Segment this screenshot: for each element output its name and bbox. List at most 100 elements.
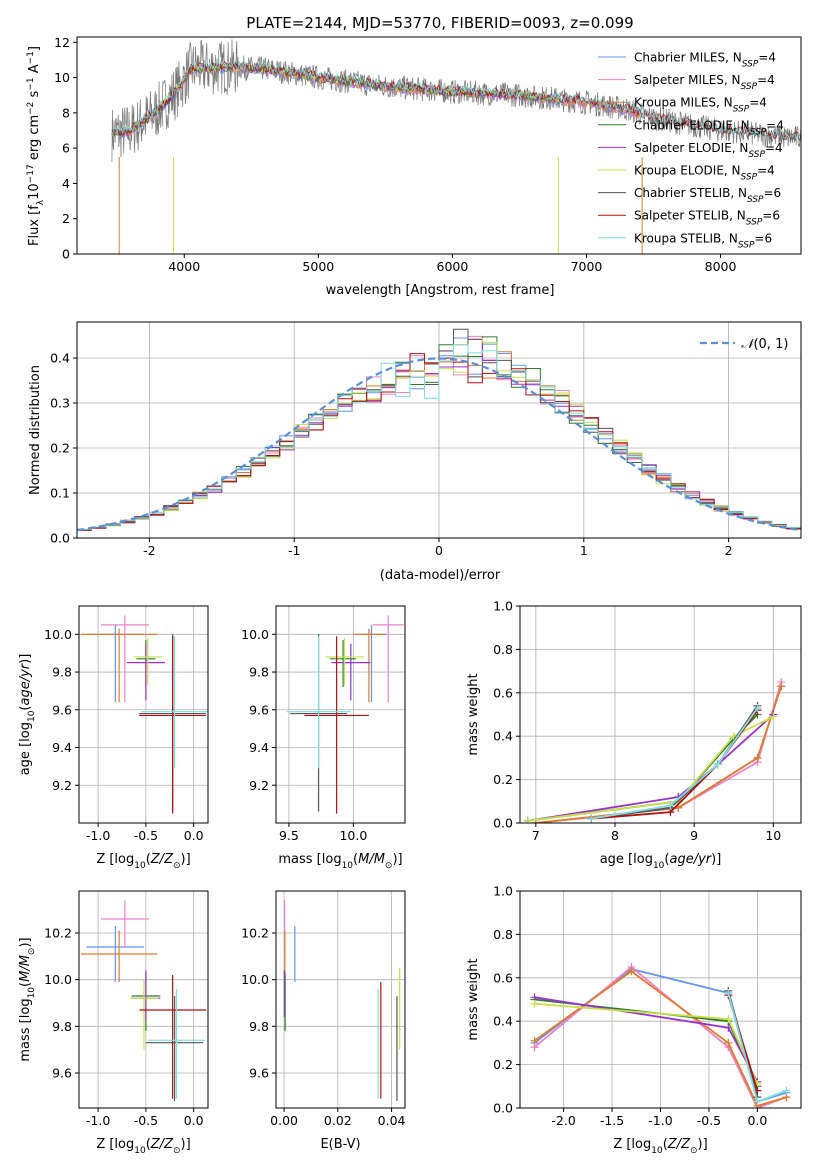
legend-label-normal: 𝒩(0, 1) [741,337,788,352]
x-axis-label-part: 10 [653,861,665,871]
x-axis-label: Z [log10(Z/Z⊙)] [613,1137,707,1156]
x-axis-label-part: Z/Z [150,852,174,867]
x-axis-label-part: ⊙ [385,861,393,871]
y-tick-label: 0.4 [493,729,513,744]
x-axis-label-part: )] [181,852,191,867]
data-point-kroupa-stelib [753,703,762,712]
x-tick-label: -1.5 [600,1113,624,1128]
x-tick-label: -1.0 [86,828,110,843]
x-tick-label: -1.0 [86,1113,110,1128]
legend-label-salpeter-elodie-part: SSP [748,150,765,160]
x-tick-label: 7000 [571,259,603,274]
panel-mass-weight-vs-Z: -2.0 -1.5 -1.0 -0.5 0.0 0.0 0.2 0.4 0.6 0.8 1.0 Z [… [466,884,802,1156]
y-axis-label-part: ⊙ [27,948,37,956]
x-axis-label: (data-model)/error [380,568,501,583]
axes-frame [275,890,406,1109]
x-tick-label: -1 [288,543,300,558]
y-tick-label: 9.6 [249,702,269,717]
figure-title: PLATE=2144, MJD=53770, FIBERID=0093, z=0… [246,14,633,32]
plot-area [77,328,801,532]
x-tick-label: 8 [611,828,619,843]
legend-label-chabrier-elodie-part: =4 [766,118,784,132]
y-tick-label: 0.8 [493,642,513,657]
legend-label-kroupa-stelib-part: =6 [754,231,772,245]
data-point-kroupa-elodie [769,712,778,721]
x-tick-label: 9.5 [279,828,299,843]
normal-curve [77,357,801,532]
x-axis-label: Z [log10(Z/Z⊙)] [96,852,190,871]
y-tick-label: 9.8 [249,665,269,680]
y-tick-label: 0.6 [493,685,513,700]
y-axis-label-part: s [27,90,42,101]
y-tick-label: 0.1 [50,486,70,501]
y-tick-label: 1.0 [493,599,513,614]
y-axis-label: Normed distribution [28,365,43,495]
legend-label-kroupa-miles-part: =4 [749,96,767,110]
x-tick-label: 0.0 [184,1113,204,1128]
x-tick-label: 7 [532,828,540,843]
x-axis-label-part: ⊙ [173,861,181,871]
x-axis-label: wavelength [Angstrom, rest frame] [326,283,555,298]
axes-frame [78,605,209,824]
y-axis-label-part: ( [18,982,33,987]
x-tick-label: 8000 [705,259,737,274]
y-axis-label-part: −17 [26,164,36,183]
x-tick-label: 10.0 [339,828,367,843]
y-tick-label: 0.2 [493,1057,513,1072]
x-tick-label: 1 [580,543,588,558]
plot-area [530,962,791,1108]
y-tick-label: 9.6 [52,1066,72,1081]
y-tick-label: 9.4 [249,740,269,755]
legend-label-kroupa-stelib-part: Kroupa STELIB, N [634,231,738,245]
y-tick-label: 0.8 [493,927,513,942]
y-axis-label-part: λ [36,199,46,205]
x-tick-label: 0 [435,543,443,558]
x-axis-label-part: ⊙ [173,1146,181,1156]
y-tick-label: 12 [54,35,70,50]
data-point-kroupa-miles [724,1038,733,1047]
legend-label-salpeter-elodie: Salpeter ELODIE, NSSP=4 [634,141,783,160]
y-axis-label-part: mass [log [18,998,33,1061]
x-axis-label-part: ( [353,852,358,867]
y-axis-label-part: −1 [26,77,36,90]
data-point-kroupa-miles [627,967,636,976]
y-tick-label: 10.0 [44,627,72,642]
legend-label-kroupa-miles-part: Kroupa MILES, N [634,96,733,110]
plot-area [111,39,801,254]
legend-label-kroupa-elodie: Kroupa ELODIE, NSSP=4 [634,164,775,183]
x-tick-label: 2 [725,543,733,558]
y-tick-label: 6 [62,141,70,156]
x-tick-label: 4000 [168,259,200,274]
y-axis-label-part: 10 [27,183,42,200]
series-line-kroupa-elodie [527,715,774,822]
plot-area [80,900,207,1101]
panel-mass-vs-EBV: 0.00 0.02 0.04 9.6 9.8 10.0 10.2 E(B-V) [241,890,406,1152]
y-axis-label-part: age/yr [18,662,33,705]
y-axis-label: Flux [fλ10−17 erg cm−2 s−1 A−1] [26,46,46,246]
x-tick-label: 0.04 [378,1113,406,1128]
data-point-kroupa-elodie [523,816,532,823]
x-axis-label-part: Z [log [613,1137,651,1152]
y-tick-label: 0.2 [50,441,70,456]
series-line-kroupa-stelib [591,707,759,820]
y-tick-label: 0.6 [493,970,513,985]
x-axis-label-part: )] [392,852,402,867]
data-point-kroupa-stelib [666,801,675,810]
legend-label-kroupa-elodie-part: Kroupa ELODIE, N [634,164,741,178]
y-tick-label: 0 [62,247,70,262]
x-tick-label: -2.0 [551,1113,575,1128]
y-axis-label-part: Flux [f [27,205,42,246]
plot-area [523,677,786,823]
y-tick-label: 10.0 [241,627,269,642]
x-axis-label-part: ( [663,1137,668,1152]
legend-label-chabrier-stelib-part: SSP [747,195,764,205]
x-tick-label: -2 [143,543,155,558]
axes-frame [76,36,802,255]
y-tick-label: 10.0 [44,972,72,987]
y-axis-label-part: age [log [18,722,33,775]
legend-label-salpeter-miles-part: Salpeter MILES, N [634,73,741,87]
y-tick-label: 10.0 [241,972,269,987]
x-tick-label: 0.00 [270,1113,298,1128]
y-axis-label-part: 10 [27,987,37,999]
